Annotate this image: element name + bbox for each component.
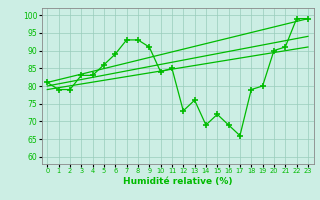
X-axis label: Humidité relative (%): Humidité relative (%) bbox=[123, 177, 232, 186]
